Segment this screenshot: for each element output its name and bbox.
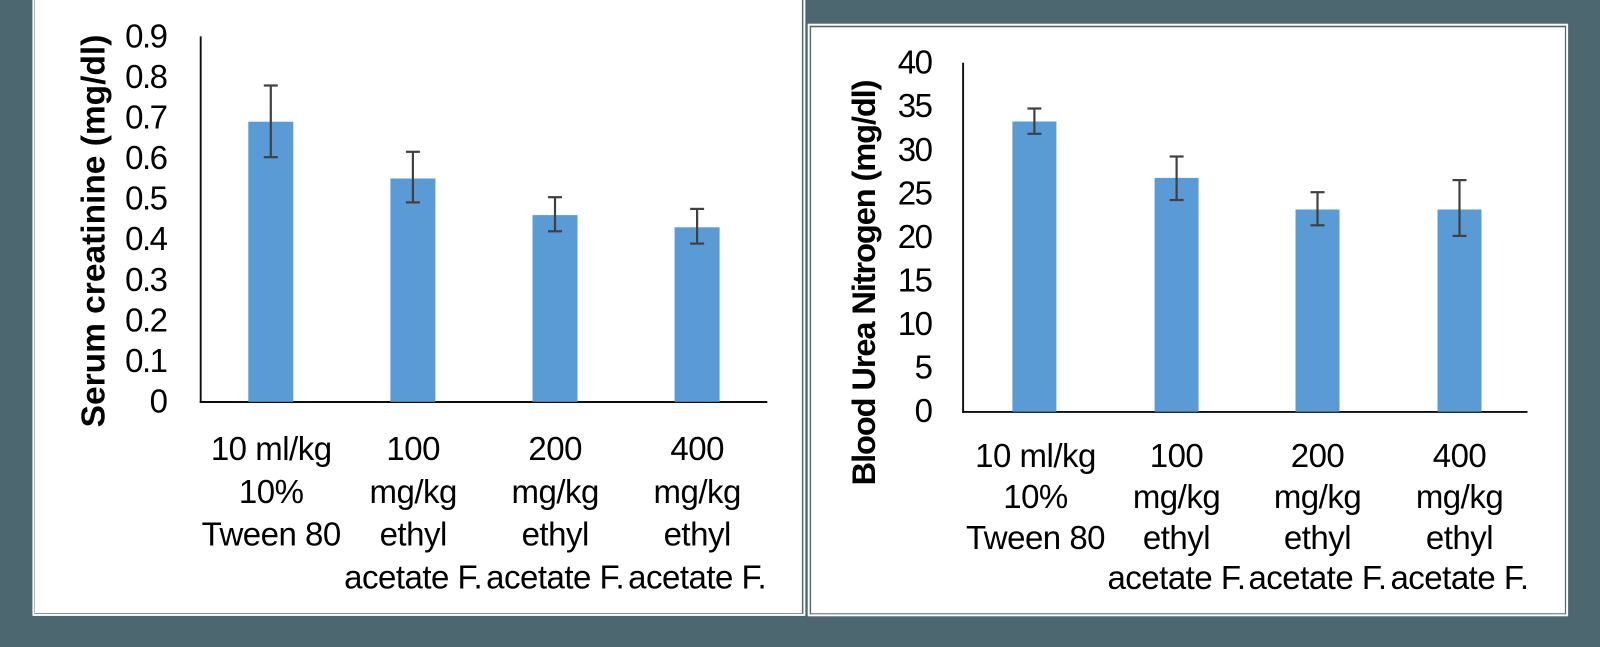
svg-text:35: 35 <box>898 87 932 124</box>
svg-text:0.2: 0.2 <box>125 301 167 338</box>
svg-text:mg/kg: mg/kg <box>1416 478 1503 515</box>
svg-text:Blood Urea Nitrogen (mg/dl): Blood Urea Nitrogen (mg/dl) <box>845 80 882 485</box>
svg-text:400: 400 <box>670 430 724 467</box>
svg-text:400: 400 <box>1433 437 1487 474</box>
svg-text:ethyl: ethyl <box>664 516 731 553</box>
svg-text:0.7: 0.7 <box>125 98 167 135</box>
svg-text:Tween 80: Tween 80 <box>966 519 1105 556</box>
svg-text:5: 5 <box>915 349 932 386</box>
svg-text:25: 25 <box>898 174 932 211</box>
svg-text:100: 100 <box>386 430 440 467</box>
svg-text:10%: 10% <box>1003 478 1068 515</box>
svg-text:ethyl: ethyl <box>1143 519 1210 556</box>
svg-text:acetate F.: acetate F. <box>486 558 624 595</box>
svg-text:40: 40 <box>898 44 933 81</box>
svg-text:mg/kg: mg/kg <box>1274 478 1361 515</box>
svg-text:mg/kg: mg/kg <box>512 473 599 510</box>
svg-text:10: 10 <box>898 305 933 342</box>
svg-text:Serum creatinine (mg/dl): Serum creatinine (mg/dl) <box>76 35 113 428</box>
svg-text:20: 20 <box>898 218 933 255</box>
svg-text:mg/kg: mg/kg <box>370 473 457 510</box>
svg-text:acetate F.: acetate F. <box>1248 559 1386 596</box>
svg-text:10%: 10% <box>239 473 304 510</box>
svg-text:100: 100 <box>1150 437 1204 474</box>
svg-text:ethyl: ethyl <box>522 516 589 553</box>
svg-text:acetate F.: acetate F. <box>628 558 766 595</box>
svg-text:10 ml/kg: 10 ml/kg <box>975 437 1096 474</box>
svg-text:acetate F.: acetate F. <box>1390 559 1528 596</box>
svg-text:0.8: 0.8 <box>125 58 167 95</box>
svg-text:0.9: 0.9 <box>125 17 167 54</box>
svg-text:acetate F.: acetate F. <box>344 558 482 595</box>
svg-text:15: 15 <box>898 261 932 298</box>
svg-text:200: 200 <box>1291 437 1345 474</box>
svg-text:acetate F.: acetate F. <box>1107 559 1245 596</box>
svg-text:0: 0 <box>150 383 168 420</box>
svg-text:30: 30 <box>898 131 933 168</box>
svg-text:ethyl: ethyl <box>1426 519 1493 556</box>
svg-text:ethyl: ethyl <box>1284 519 1351 556</box>
svg-text:mg/kg: mg/kg <box>654 473 741 510</box>
svg-text:0: 0 <box>915 392 933 429</box>
svg-text:0.6: 0.6 <box>125 139 167 176</box>
svg-text:0.3: 0.3 <box>125 261 167 298</box>
svg-text:0.5: 0.5 <box>125 180 167 217</box>
svg-text:ethyl: ethyl <box>380 516 447 553</box>
svg-text:0.1: 0.1 <box>125 342 167 379</box>
svg-text:Tween 80: Tween 80 <box>202 516 341 553</box>
svg-text:200: 200 <box>528 430 582 467</box>
svg-text:10 ml/kg: 10 ml/kg <box>211 430 332 467</box>
svg-text:mg/kg: mg/kg <box>1133 478 1220 515</box>
svg-text:0.4: 0.4 <box>125 220 168 257</box>
